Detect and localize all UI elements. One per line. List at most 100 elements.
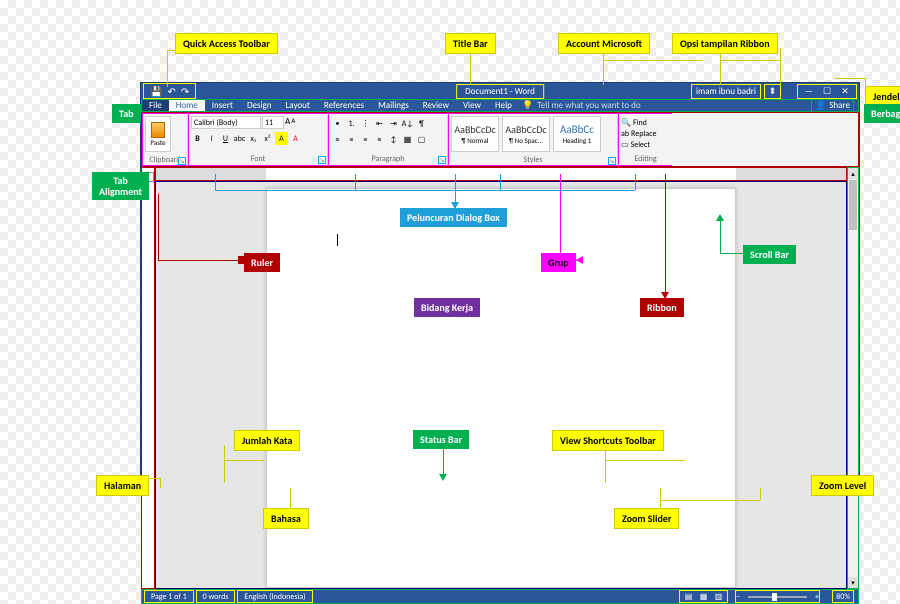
group-clipboard: Paste Clipboard↘ <box>142 113 188 166</box>
multilevel-icon[interactable]: ⋮ <box>359 117 372 130</box>
line-spacing-icon[interactable]: ↕ <box>387 133 400 146</box>
undo-icon[interactable]: ↶ <box>167 85 175 98</box>
bulb-icon: 💡 <box>522 100 533 111</box>
print-layout-icon[interactable]: ▦ <box>697 592 710 602</box>
group-font: A A B I U abc x₂ x² A A Font↘ <box>188 113 328 166</box>
align-right-icon[interactable]: ≡ <box>359 133 372 146</box>
numbering-icon[interactable]: 1. <box>345 117 358 130</box>
scroll-thumb[interactable] <box>849 180 857 230</box>
bullets-icon[interactable]: • <box>331 117 344 130</box>
group-label-clipboard: Clipboard↘ <box>143 154 187 166</box>
tab-insert[interactable]: Insert <box>205 100 240 111</box>
zoom-slider[interactable]: − + <box>735 590 820 603</box>
justify-icon[interactable]: ≡ <box>373 133 386 146</box>
show-marks-icon[interactable]: ¶ <box>415 117 428 130</box>
style-normal[interactable]: AaBbCcDc¶ Normal <box>451 116 499 152</box>
status-bar: Page 1 of 1 0 words English (Indonesia) … <box>141 589 859 604</box>
dialog-launcher-icon[interactable]: ↘ <box>318 156 326 164</box>
bold-icon[interactable]: B <box>191 132 204 145</box>
grow-font-icon[interactable]: A <box>285 116 290 129</box>
find-button[interactable]: 🔍Find <box>621 118 656 128</box>
tab-home[interactable]: Home <box>169 100 205 111</box>
tab-references[interactable]: References <box>317 100 371 111</box>
subscript-icon[interactable]: x₂ <box>247 132 260 145</box>
callout-bahasa: Bahasa <box>263 508 309 529</box>
callout-zslider: Zoom Slider <box>614 508 679 529</box>
shrink-font-icon[interactable]: A <box>291 116 295 129</box>
tell-me[interactable]: 💡 Tell me what you want to do <box>522 100 641 111</box>
callout-tabalign: TabAlignment <box>92 172 149 200</box>
group-label-font: Font↘ <box>189 153 327 165</box>
sort-icon[interactable]: A↓ <box>401 117 414 130</box>
group-editing: 🔍Find abReplace ▭Select Editing <box>618 113 672 166</box>
zoom-level[interactable]: 80% <box>832 590 854 603</box>
callout-zlevel: Zoom Level <box>811 475 874 496</box>
callout-bidang: Bidang Kerja <box>414 298 480 317</box>
tab-file[interactable]: File <box>142 100 169 111</box>
indent-inc-icon[interactable]: ⇥ <box>387 117 400 130</box>
redo-icon[interactable]: ↷ <box>181 85 189 98</box>
style-nospacing[interactable]: AaBbCcDc¶ No Spac... <box>502 116 550 152</box>
zoom-track[interactable] <box>748 596 807 598</box>
callout-statusbar: Status Bar <box>413 430 469 449</box>
share-button[interactable]: 👤 Share <box>811 99 854 112</box>
indent-dec-icon[interactable]: ⇤ <box>373 117 386 130</box>
callout-ribbon: Ribbon <box>640 298 684 317</box>
minimize-icon[interactable]: — <box>802 86 816 97</box>
ribbon-display-options-icon[interactable]: ⬍ <box>764 84 781 99</box>
paste-button[interactable]: Paste <box>145 116 171 152</box>
status-page[interactable]: Page 1 of 1 <box>144 590 194 603</box>
underline-icon[interactable]: U <box>219 132 232 145</box>
font-size-input[interactable] <box>262 116 284 129</box>
callout-views: View Shortcuts Toolbar <box>552 430 664 451</box>
vertical-scrollbar[interactable]: ▴ ▾ <box>847 167 859 589</box>
group-label-editing: Editing <box>619 153 672 165</box>
tab-review[interactable]: Review <box>416 100 456 111</box>
document-title: Document1 - Word <box>456 84 544 99</box>
vertical-ruler[interactable] <box>141 167 155 589</box>
zoom-out-icon[interactable]: − <box>736 592 740 602</box>
scroll-down-icon[interactable]: ▾ <box>848 577 858 588</box>
dialog-launcher-icon[interactable]: ↘ <box>438 156 446 164</box>
tab-view[interactable]: View <box>456 100 488 111</box>
account-name[interactable]: imam ibnu badri <box>691 84 761 99</box>
tab-design[interactable]: Design <box>240 100 279 111</box>
callout-jkata: Jumlah Kata <box>234 430 300 451</box>
horizontal-ruler[interactable] <box>155 167 847 181</box>
text-cursor <box>337 234 338 246</box>
scroll-up-icon[interactable]: ▴ <box>848 168 858 179</box>
web-layout-icon[interactable]: ▥ <box>712 592 725 602</box>
font-color-icon[interactable]: A <box>289 132 302 145</box>
italic-icon[interactable]: I <box>205 132 218 145</box>
paste-label: Paste <box>150 138 165 147</box>
save-icon[interactable]: 💾 <box>150 85 162 98</box>
tab-mailings[interactable]: Mailings <box>371 100 416 111</box>
dialog-launcher-icon[interactable]: ↘ <box>178 157 186 165</box>
tab-help[interactable]: Help <box>488 100 519 111</box>
tell-me-text: Tell me what you want to do <box>537 100 640 111</box>
font-name-input[interactable] <box>191 116 261 129</box>
dialog-launcher-icon[interactable]: ↘ <box>608 157 616 165</box>
align-center-icon[interactable]: ≡ <box>345 133 358 146</box>
status-words[interactable]: 0 words <box>196 590 236 603</box>
status-language[interactable]: English (Indonesia) <box>237 590 312 603</box>
callout-grup: Grup <box>541 253 576 272</box>
highlight-icon[interactable]: A <box>275 132 288 145</box>
superscript-icon[interactable]: x² <box>261 132 274 145</box>
align-left-icon[interactable]: ≡ <box>331 133 344 146</box>
clipboard-icon <box>151 122 165 138</box>
maximize-icon[interactable]: ☐ <box>820 86 834 97</box>
tab-layout[interactable]: Layout <box>279 100 317 111</box>
style-heading1[interactable]: AaBbCcHeading 1 <box>553 116 601 152</box>
strike-icon[interactable]: abc <box>233 132 246 145</box>
read-mode-icon[interactable]: ▤ <box>682 592 695 602</box>
shading-icon[interactable]: ▦ <box>401 133 414 146</box>
callout-berbagi: Berbagi <box>864 104 900 123</box>
callout-dialog: Peluncuran Dialog Box <box>400 208 507 227</box>
borders-icon[interactable]: ▢ <box>415 133 428 146</box>
replace-button[interactable]: abReplace <box>621 129 656 139</box>
zoom-in-icon[interactable]: + <box>815 592 819 602</box>
view-shortcuts: ▤ ▦ ▥ <box>679 590 728 603</box>
select-button[interactable]: ▭Select <box>621 140 656 150</box>
close-icon[interactable]: ✕ <box>838 86 852 97</box>
